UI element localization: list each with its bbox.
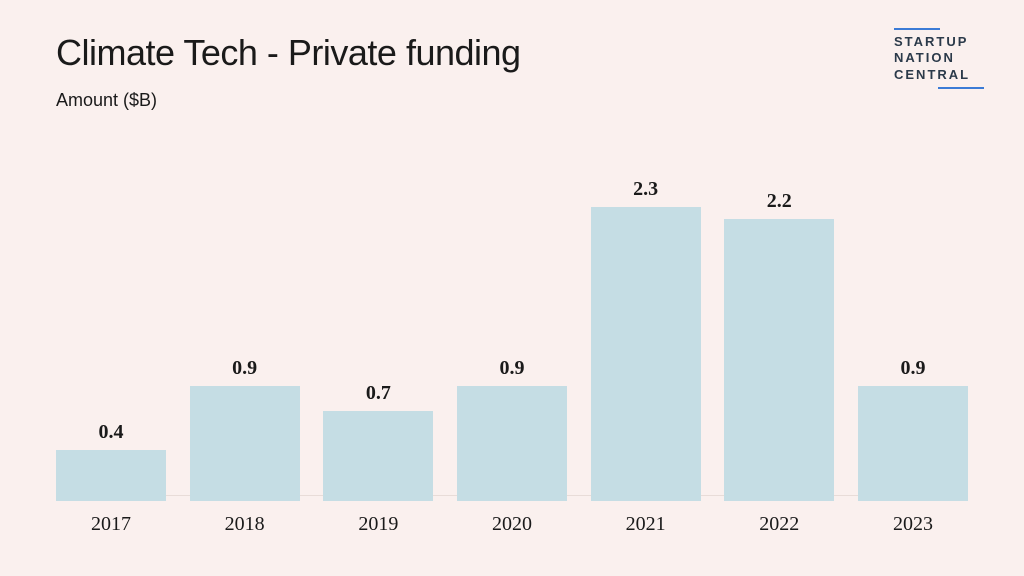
bar-value-label: 0.4 [99, 421, 124, 444]
bar-chart: 0.4 2017 0.9 2018 0.7 2019 0.9 2020 2.3 2021 2.2 20… [56, 156, 968, 536]
bar-group: 2.3 2021 [591, 178, 701, 536]
bar-category-label: 2020 [492, 513, 532, 536]
bar-value-label: 0.9 [499, 357, 524, 380]
logo-text-line3: CENTRAL [894, 67, 984, 83]
brand-logo: STARTUP NATION CENTRAL [894, 28, 984, 89]
bar-category-label: 2023 [893, 513, 933, 536]
bar-category-label: 2021 [626, 513, 666, 536]
bar [457, 386, 567, 501]
logo-accent-bottom [938, 87, 984, 89]
logo-text-line1: STARTUP [894, 34, 984, 50]
bar [724, 219, 834, 501]
bar [858, 386, 968, 501]
bar-category-label: 2022 [759, 513, 799, 536]
bar-value-label: 0.9 [232, 357, 257, 380]
bar [56, 450, 166, 501]
bar [591, 207, 701, 501]
bar-value-label: 0.9 [900, 357, 925, 380]
bar-category-label: 2017 [91, 513, 131, 536]
chart-subtitle: Amount ($B) [56, 90, 157, 111]
bar-group: 0.4 2017 [56, 421, 166, 536]
bar-group: 0.7 2019 [323, 382, 433, 536]
bar [190, 386, 300, 501]
bar-group: 0.9 2023 [858, 357, 968, 536]
bar-value-label: 2.2 [767, 190, 792, 213]
bar-category-label: 2019 [358, 513, 398, 536]
bar-group: 2.2 2022 [724, 190, 834, 536]
chart-title: Climate Tech - Private funding [56, 32, 521, 74]
logo-accent-top [894, 28, 940, 30]
bar-group: 0.9 2020 [457, 357, 567, 536]
bar [323, 411, 433, 501]
bar-value-label: 0.7 [366, 382, 391, 405]
bar-category-label: 2018 [225, 513, 265, 536]
logo-text-line2: NATION [894, 50, 984, 66]
bar-value-label: 2.3 [633, 178, 658, 201]
bar-group: 0.9 2018 [190, 357, 300, 536]
